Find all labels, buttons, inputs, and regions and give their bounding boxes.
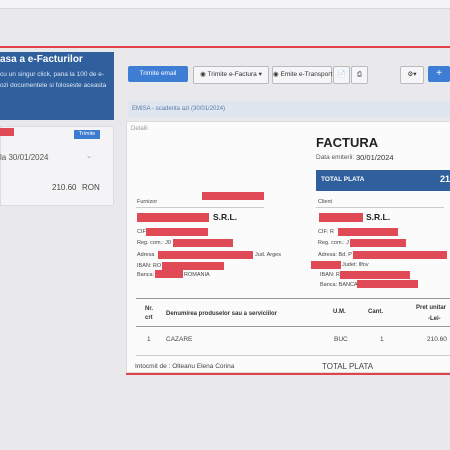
header-red-line [0, 46, 450, 48]
gear-icon[interactable]: ⚙▾ [400, 66, 424, 84]
client-address: Adresa: Bd. P [318, 252, 352, 258]
row-pret: 210.60 [427, 336, 447, 343]
invoice-title: FACTURA [316, 135, 379, 150]
row-um: BUC [334, 336, 348, 343]
invoice-sheet [126, 121, 450, 373]
col-nr: Nr. [145, 306, 154, 312]
supplier-bank: Banca: [137, 272, 155, 278]
client-county: Judet: Ilfov [342, 262, 369, 268]
redacted-supplier-cif [146, 228, 208, 236]
total-bar [316, 170, 450, 191]
client-srl: S.R.L. [366, 212, 391, 222]
print-icon[interactable]: ⎙ [351, 66, 368, 84]
redacted-client-city [311, 261, 341, 269]
supplier-separator [136, 207, 264, 208]
redacted-supplier-reg [173, 239, 233, 247]
supplier-reg: Reg. com.: J0 [137, 240, 171, 246]
etransport-icon: ◉ [273, 71, 279, 78]
redacted-client-name [319, 213, 363, 222]
redacted-client-cif [338, 228, 398, 236]
pdf-icon[interactable]: 📄 [333, 66, 350, 84]
promo-line-1: cu un singur click, pana la 100 de e- [0, 71, 105, 78]
redacted-supplier-iban [162, 262, 224, 270]
supplier-country: ROMANIA [184, 272, 210, 278]
send-email-button[interactable]: Trimite email [128, 66, 188, 82]
row-cant: 1 [380, 336, 384, 343]
status-badge: Trimite [74, 130, 100, 139]
redacted-supplier-top [202, 192, 264, 200]
browser-top-bar [0, 0, 450, 9]
promo-banner[interactable]: asa a e-Facturilor cu un singur click, p… [0, 52, 114, 120]
col-nr-crt: crt [145, 315, 153, 321]
client-bank: Banca: BANCA [320, 282, 358, 288]
supplier-heading: Furnizor [137, 199, 158, 205]
col-um: U.M. [333, 309, 346, 315]
chevron-down-icon: ▾ [258, 71, 262, 78]
due-date: la 30/01/2024 [0, 153, 49, 162]
card-amount: 210.60 [52, 183, 77, 192]
col-denumire: Denumirea produselor sau a serviciilor [166, 311, 278, 317]
redacted-client-address [353, 251, 447, 259]
col-pret: Pret unitar [416, 305, 447, 311]
send-efactura-label: Trimite e-Factura [207, 71, 257, 78]
client-reg: Reg. com.: J [318, 240, 349, 246]
redacted-supplier-bank [155, 270, 183, 278]
col-cant: Cant. [368, 309, 383, 315]
card-currency: RON [82, 183, 100, 192]
row-nr: 1 [147, 336, 151, 343]
send-efactura-button[interactable]: ◉ Trimite e-Factura ▾ [193, 66, 269, 84]
add-button[interactable]: + [428, 66, 450, 82]
client-heading: Client [318, 199, 333, 205]
emit-etransport-button[interactable]: ◉ Emite e-Transport [272, 66, 332, 84]
invoice-list-card[interactable] [0, 126, 114, 206]
details-label: Detalii [131, 126, 148, 132]
issue-date-label: Data emiterii: [316, 154, 355, 161]
redacted-client-iban [340, 271, 410, 279]
efactura-icon: ◉ [200, 71, 206, 78]
col-pret-lei: -Lei- [428, 316, 441, 322]
client-iban: IBAN: R [320, 272, 340, 278]
supplier-cif: CIF [137, 229, 146, 235]
supplier-county: Jud. Arges [255, 252, 281, 258]
issue-date-value: 30/01/2024 [356, 153, 394, 162]
status-strip-text: EMISA - scadenta azi (30/01/2024) [132, 106, 226, 112]
redacted-client-reg [350, 239, 406, 247]
status-strip [128, 101, 450, 117]
table-top-border [136, 298, 450, 299]
promo-line-2: ozi documentele si foloseste aceasta [0, 82, 107, 89]
prepared-by: Intocmit de : Olteanu Elena Corina [135, 363, 235, 370]
total-label: TOTAL PLATA [321, 176, 365, 183]
redacted-supplier-address [158, 251, 253, 259]
supplier-srl: S.R.L. [213, 212, 238, 222]
redacted-supplier-name [137, 213, 209, 222]
client-cif: CIF: R [318, 229, 334, 235]
redacted-client-bank [357, 280, 418, 288]
redacted-name [0, 128, 14, 136]
promo-text: cu un singur click, pana la 100 de e- oz… [0, 69, 112, 91]
footer-red-line [126, 373, 450, 375]
emit-etransport-label: Emite e-Transport [280, 71, 333, 78]
table-header-border [136, 326, 450, 327]
promo-title: asa a e-Facturilor [0, 54, 83, 65]
total-value: 21 [440, 174, 450, 184]
table-bottom-border [136, 355, 450, 356]
supplier-iban: IBAN: RO [137, 263, 162, 269]
row-denumire: CAZARE [166, 336, 193, 343]
chevron-down-icon[interactable]: ⌄ [86, 153, 92, 160]
footer-total-label: TOTAL PLATA [322, 362, 374, 371]
supplier-address: Adresa [137, 252, 155, 258]
client-separator [316, 207, 444, 208]
